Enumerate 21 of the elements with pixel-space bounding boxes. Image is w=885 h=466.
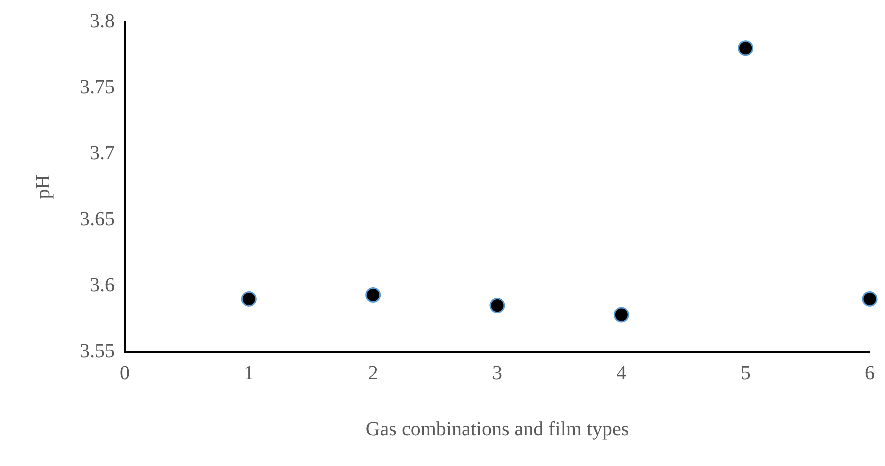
y-tick-label: 3.6 xyxy=(90,274,115,296)
x-tick-label: 6 xyxy=(865,362,875,384)
x-tick-label: 5 xyxy=(740,362,751,384)
y-axis-title: pH xyxy=(32,174,54,200)
point xyxy=(366,287,382,303)
point xyxy=(862,291,878,307)
y-tick-label: 3.7 xyxy=(90,142,115,164)
x-tick-label: 4 xyxy=(616,362,627,384)
y-tick-label: 3.75 xyxy=(80,76,115,98)
x-tick-label: 2 xyxy=(368,362,378,384)
point xyxy=(490,298,506,314)
y-tick-label: 3.65 xyxy=(80,208,115,230)
point xyxy=(241,291,257,307)
x-tick-label: 0 xyxy=(120,362,130,384)
x-axis-title: Gas combinations and film types xyxy=(366,418,630,440)
y-tick-label: 3.55 xyxy=(80,340,115,362)
x-tick-label: 3 xyxy=(492,362,502,384)
y-tick-label: 3.8 xyxy=(90,10,115,32)
x-tick-label: 1 xyxy=(244,362,254,384)
point xyxy=(738,40,754,56)
point xyxy=(614,307,630,323)
